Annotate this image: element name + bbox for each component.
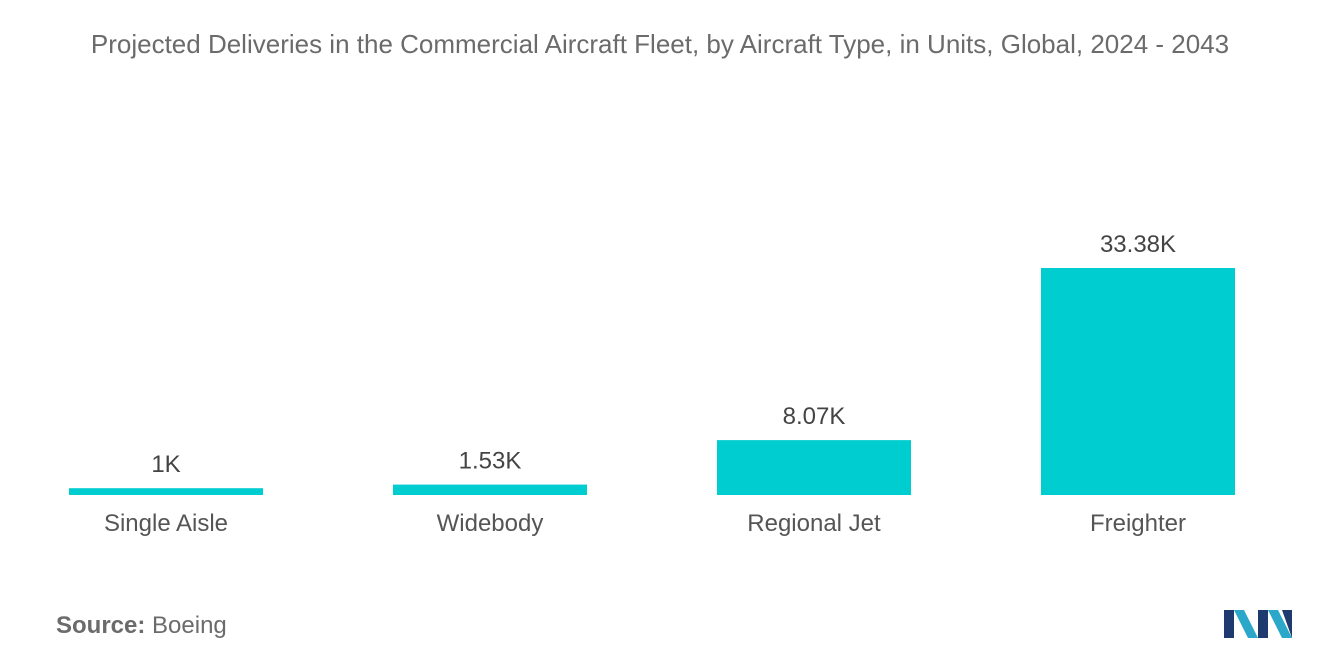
bar-value-label: 1K	[151, 451, 180, 478]
source-value: Boeing	[152, 612, 227, 639]
bar-widebody	[393, 484, 587, 495]
category-label: Freighter	[1090, 510, 1186, 537]
bar-value-label: 8.07K	[783, 403, 846, 430]
category-label: Widebody	[437, 510, 544, 537]
category-label: Regional Jet	[747, 510, 881, 537]
bar-single-aisle	[69, 488, 263, 495]
chart-title: Projected Deliveries in the Commercial A…	[90, 29, 1230, 59]
mordor-intelligence-logo-icon	[1224, 610, 1292, 638]
source-note: Source: Boeing	[56, 612, 227, 640]
bar-regional-jet	[717, 440, 911, 495]
bar-chart: 1K Single Aisle 1.53K Widebody 8.07K Regional…	[69, 231, 1235, 537]
bar-value-label: 1.53K	[459, 448, 522, 475]
source-label: Source:	[56, 612, 146, 639]
category-label: Single Aisle	[104, 510, 228, 537]
bar-freighter	[1041, 268, 1235, 495]
bar-value-label: 33.38K	[1100, 231, 1176, 258]
